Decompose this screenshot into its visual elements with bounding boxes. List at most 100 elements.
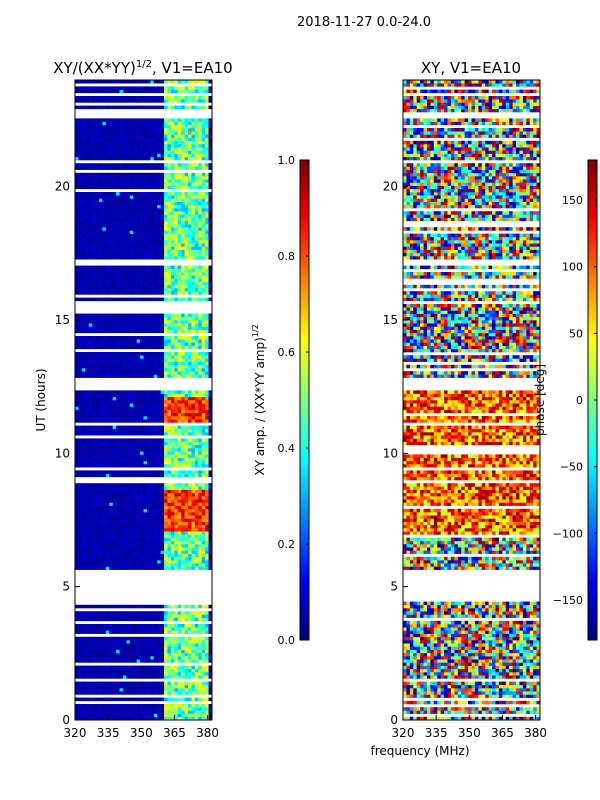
heatmap-cell — [167, 646, 172, 650]
heatmap-cell — [109, 409, 113, 414]
heatmap-cell — [105, 400, 110, 404]
heatmap-cell — [119, 684, 124, 689]
heatmap-cell — [208, 256, 212, 260]
heatmap-cell — [198, 502, 203, 506]
heatmap-cell — [98, 684, 103, 689]
heatmap-cell — [153, 240, 158, 244]
heatmap-cell — [205, 329, 209, 334]
heatmap-cell — [98, 214, 103, 218]
heatmap-cell — [122, 230, 127, 234]
heatmap-cell — [150, 316, 155, 321]
heatmap-cell — [95, 611, 100, 615]
heatmap-cell — [208, 214, 212, 218]
heatmap-cell — [102, 291, 107, 295]
heatmap-cell — [116, 537, 120, 542]
heatmap-cell — [133, 665, 137, 670]
heatmap-cell — [122, 470, 127, 474]
heatmap-cell — [109, 553, 113, 558]
heatmap-cell — [150, 563, 155, 567]
heatmap-cell — [177, 691, 182, 695]
heatmap-cell — [112, 665, 117, 670]
heatmap-cell — [102, 339, 107, 343]
heatmap-cell — [85, 432, 89, 436]
heatmap-cell — [208, 524, 212, 529]
heatmap-cell — [126, 208, 131, 212]
heatmap-cell — [129, 563, 134, 567]
heatmap-cell — [92, 534, 96, 538]
heatmap-cell — [194, 486, 199, 490]
heatmap-cell — [205, 288, 209, 292]
heatmap-cell — [170, 284, 175, 289]
heatmap-cell — [174, 339, 179, 343]
heatmap-cell — [88, 470, 93, 474]
heatmap-cell — [109, 252, 113, 257]
heatmap-cell — [177, 457, 182, 462]
heatmap-cell — [150, 470, 155, 474]
heatmap-cell — [75, 672, 79, 676]
heatmap-cell — [198, 566, 203, 570]
heatmap-cell — [160, 611, 165, 615]
heatmap-cell — [153, 646, 158, 650]
heatmap-cell — [170, 230, 175, 234]
heatmap-cell — [78, 409, 83, 414]
heatmap-cell — [177, 556, 182, 561]
heatmap-cell — [98, 361, 103, 366]
heatmap-cell — [126, 284, 131, 289]
heatmap-cell — [150, 211, 155, 215]
heatmap-cell — [146, 323, 151, 327]
heatmap-cell — [109, 278, 113, 282]
heatmap-cell — [167, 614, 172, 618]
heatmap-cell — [184, 713, 189, 718]
heatmap-cell — [136, 544, 141, 548]
heatmap-cell — [75, 675, 79, 679]
heatmap-cell — [164, 457, 168, 462]
heatmap-cell — [146, 291, 151, 295]
heatmap-cell — [78, 697, 83, 702]
heatmap-cell — [194, 412, 199, 417]
heatmap-cell — [194, 681, 199, 686]
heatmap-cell — [126, 390, 131, 394]
heatmap-cell — [143, 390, 148, 394]
heatmap-cell — [146, 208, 151, 212]
heatmap-cell — [112, 537, 117, 542]
heatmap-cell — [98, 268, 103, 273]
heatmap-cell — [198, 281, 203, 286]
heatmap-cell — [81, 275, 86, 279]
heatmap-cell — [75, 483, 79, 487]
heatmap-cell — [78, 441, 83, 446]
heatmap-cell — [85, 444, 89, 449]
heatmap-cell — [188, 486, 192, 490]
heatmap-cell — [167, 528, 172, 532]
heatmap-cell — [126, 473, 131, 478]
heatmap-cell — [174, 352, 179, 356]
heatmap-cell — [129, 252, 134, 257]
heatmap-cell — [116, 646, 120, 650]
heatmap-cell — [119, 217, 124, 222]
heatmap-cell — [160, 473, 165, 478]
heatmap-cell — [153, 659, 158, 663]
heatmap-cell — [109, 268, 113, 273]
heatmap-cell — [157, 412, 161, 417]
heatmap-cell — [174, 636, 179, 641]
heatmap-cell — [153, 204, 158, 209]
heatmap-cell — [167, 611, 172, 615]
heatmap-cell — [105, 531, 110, 535]
heatmap-cell — [126, 297, 131, 302]
heatmap-cell — [75, 252, 79, 257]
heatmap-cell — [157, 537, 161, 542]
heatmap-cell — [126, 428, 131, 433]
heatmap-cell — [75, 214, 79, 218]
heatmap-cell — [170, 668, 175, 673]
heatmap-cell — [194, 528, 199, 532]
heatmap-cell — [109, 233, 113, 238]
heatmap-cell — [85, 358, 89, 362]
heatmap-cell — [81, 684, 86, 689]
heatmap-cell — [164, 268, 168, 273]
heatmap-cell — [170, 358, 175, 362]
heatmap-cell — [140, 390, 144, 394]
heatmap-cell — [102, 396, 107, 401]
heatmap-cell — [98, 448, 103, 452]
heatmap-cell — [167, 704, 172, 708]
heatmap-cell — [143, 444, 148, 449]
heatmap-cell — [126, 470, 131, 474]
